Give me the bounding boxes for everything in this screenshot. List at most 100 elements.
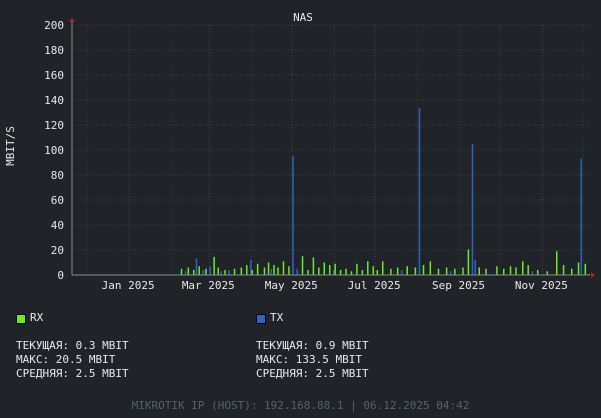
rx-bar [515, 267, 517, 275]
rx-bar [217, 267, 219, 275]
rx-bar [273, 265, 275, 275]
tx-bar [401, 270, 403, 275]
rx-bar [224, 270, 226, 275]
tx-bar [292, 156, 294, 275]
rx-bar [522, 261, 524, 275]
y-tick-label: 180 [44, 44, 64, 57]
y-tick-label: 160 [44, 69, 64, 82]
x-tick-label: Nov 2025 [515, 279, 568, 292]
rx-bar [288, 266, 290, 275]
rx-bar [361, 270, 364, 275]
rx-bar [277, 267, 279, 275]
tx-bar [418, 108, 421, 275]
axes [69, 18, 595, 278]
grid-lines [72, 24, 590, 275]
x-axis-arrow [591, 272, 595, 278]
rx-bar [437, 268, 440, 275]
y-axis-label: MBIT/S [4, 126, 17, 166]
rx-bar [334, 263, 336, 275]
rx-bar [485, 268, 487, 275]
tx-bar [580, 158, 582, 275]
rx-bar [213, 256, 215, 275]
rx-bar [312, 257, 315, 275]
tx-bar [220, 271, 222, 275]
y-tick-label: 60 [51, 194, 64, 207]
y-tick-label: 100 [44, 144, 64, 157]
rx-bar [496, 266, 498, 275]
rx-average: СРЕДНЯЯ: 2.5 MBIT [16, 367, 129, 380]
rx-bar [390, 268, 392, 275]
rx-bar [429, 261, 432, 275]
rx-bar [350, 271, 353, 275]
rx-bar [372, 266, 374, 275]
tx-bar [296, 268, 298, 275]
rx-bar [502, 268, 505, 275]
x-tick-label: Jul 2025 [348, 279, 401, 292]
rx-bar [282, 261, 285, 275]
rx-max: МАКС: 20.5 MBIT [16, 353, 116, 366]
x-tick-label: May 2025 [265, 279, 318, 292]
tx-series [184, 108, 591, 275]
tx-bar [250, 260, 252, 275]
y-tick-label: 200 [44, 19, 64, 32]
rx-bar [328, 265, 331, 275]
rx-bar [536, 270, 539, 275]
rx-bar [307, 270, 309, 275]
rx-bar [180, 268, 183, 275]
y-tick-label: 20 [51, 244, 64, 257]
rx-bar [546, 271, 548, 275]
x-tick-label: Sep 2025 [432, 279, 485, 292]
rx-bar [267, 262, 270, 275]
tx-bar [471, 143, 474, 275]
rx-bar [345, 268, 347, 275]
rx-bar [570, 268, 573, 275]
tx-legend-swatch [256, 314, 266, 324]
rx-bar [445, 267, 448, 275]
rx-bar [198, 266, 200, 275]
y-tick-label: 120 [44, 119, 64, 132]
rx-series [180, 249, 591, 276]
rx-bar [562, 265, 565, 275]
rx-bar [246, 265, 248, 275]
rx-current: ТЕКУЩАЯ: 0.3 MBIT [16, 339, 129, 352]
rx-bar [251, 270, 253, 275]
y-tick-label: 140 [44, 94, 64, 107]
rx-legend-swatch [16, 314, 26, 324]
tx-bar [449, 271, 452, 275]
tx-average: СРЕДНЯЯ: 2.5 MBIT [256, 367, 369, 380]
rx-bar [318, 267, 320, 275]
rx-bar [193, 270, 195, 275]
x-tick-label: Jan 2025 [102, 279, 155, 292]
rx-legend-label: RX [30, 311, 44, 324]
tx-bar [474, 260, 476, 275]
tx-bar [333, 270, 335, 275]
rx-bar [256, 263, 259, 275]
rx-bar [339, 270, 342, 275]
y-tick-labels: 0 20 40 60 80 100 120 140 160 180 200 [44, 19, 64, 282]
rx-bar [381, 261, 384, 275]
y-axis-arrow [69, 18, 75, 22]
rx-bar [584, 263, 587, 275]
tx-legend-label: TX [270, 311, 284, 324]
rx-bar [323, 262, 326, 275]
chart-title: NAS [293, 11, 313, 24]
tx-bar [195, 258, 198, 275]
rx-bar [205, 268, 207, 275]
rx-bar [462, 267, 464, 275]
tx-bar [531, 271, 534, 275]
tx-max: МАКС: 133.5 MBIT [256, 353, 362, 366]
rx-bar [367, 261, 369, 275]
rx-bar [556, 251, 558, 275]
x-tick-label: Mar 2025 [182, 279, 235, 292]
rx-bar [240, 267, 243, 275]
tx-bar [209, 266, 211, 275]
y-tick-label: 80 [51, 169, 64, 182]
rx-bar [187, 267, 190, 275]
tx-bar [184, 271, 187, 275]
rx-bar [233, 268, 236, 275]
rx-bar [406, 266, 408, 275]
rx-bar [467, 249, 470, 275]
tx-bar [588, 273, 591, 275]
rx-bar [478, 267, 481, 275]
rx-bar [509, 266, 512, 275]
